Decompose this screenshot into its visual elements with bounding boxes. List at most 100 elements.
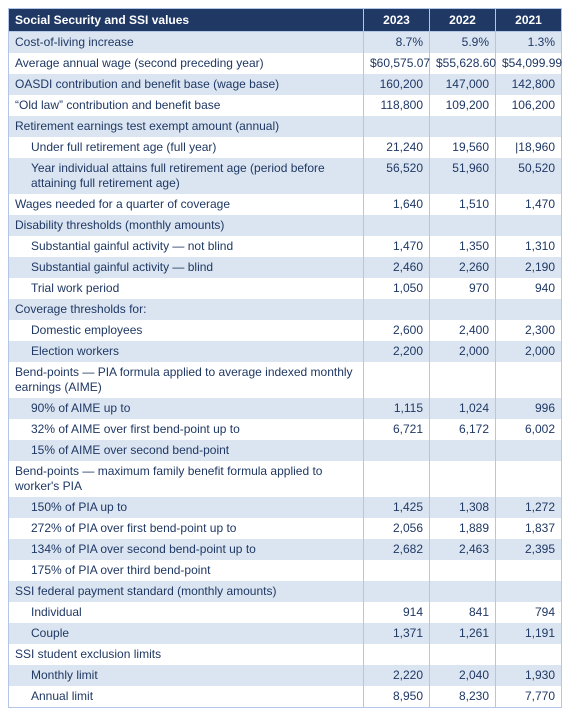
row-value: [364, 644, 430, 665]
row-value: [364, 581, 430, 602]
row-value: 2,260: [430, 257, 496, 278]
table-row: Individual914841794: [9, 602, 562, 623]
table-row: Annual limit8,9508,2307,770: [9, 686, 562, 708]
row-value: 2,190: [496, 257, 562, 278]
row-label: 272% of PIA over first bend-point up to: [9, 518, 364, 539]
row-value: 142,800: [496, 74, 562, 95]
table-row: 90% of AIME up to1,1151,024996: [9, 398, 562, 419]
row-value: 1,191: [496, 623, 562, 644]
row-value: 940: [496, 278, 562, 299]
row-value: 7,770: [496, 686, 562, 708]
row-label: SSI federal payment standard (monthly am…: [9, 581, 364, 602]
table-row: Substantial gainful activity — not blind…: [9, 236, 562, 257]
row-label: Wages needed for a quarter of coverage: [9, 194, 364, 215]
row-label: Average annual wage (second preceding ye…: [9, 53, 364, 74]
row-value: [430, 215, 496, 236]
row-value: 1,640: [364, 194, 430, 215]
row-value: [430, 299, 496, 320]
row-label: Domestic employees: [9, 320, 364, 341]
table-row: Average annual wage (second preceding ye…: [9, 53, 562, 74]
row-label: Retirement earnings test exempt amount (…: [9, 116, 364, 137]
row-label: Cost-of-living increase: [9, 32, 364, 54]
row-label: 150% of PIA up to: [9, 497, 364, 518]
table-row: 134% of PIA over second bend-point up to…: [9, 539, 562, 560]
table-row: Bend-points — PIA formula applied to ave…: [9, 362, 562, 398]
row-value: 21,240: [364, 137, 430, 158]
row-value: [496, 581, 562, 602]
row-value: 970: [430, 278, 496, 299]
row-value: 1,115: [364, 398, 430, 419]
row-value: 1,350: [430, 236, 496, 257]
row-value: 51,960: [430, 158, 496, 194]
year-header-0: 2023: [364, 9, 430, 32]
row-label: 175% of PIA over third bend-point: [9, 560, 364, 581]
year-header-2: 2021: [496, 9, 562, 32]
row-label: Election workers: [9, 341, 364, 362]
row-label: Individual: [9, 602, 364, 623]
row-value: [496, 299, 562, 320]
row-value: 118,800: [364, 95, 430, 116]
table-row: Retirement earnings test exempt amount (…: [9, 116, 562, 137]
table-row: 175% of PIA over third bend-point: [9, 560, 562, 581]
table-row: Substantial gainful activity — blind2,46…: [9, 257, 562, 278]
row-value: 1,470: [364, 236, 430, 257]
row-value: 1,889: [430, 518, 496, 539]
table-row: Year individual attains full retirement …: [9, 158, 562, 194]
row-value: [496, 362, 562, 398]
row-value: [430, 461, 496, 497]
row-label: Disability thresholds (monthly amounts): [9, 215, 364, 236]
row-value: [430, 581, 496, 602]
table-row: Election workers2,2002,0002,000: [9, 341, 562, 362]
row-label: Coverage thresholds for:: [9, 299, 364, 320]
row-label: Under full retirement age (full year): [9, 137, 364, 158]
row-label: 134% of PIA over second bend-point up to: [9, 539, 364, 560]
row-value: 1,371: [364, 623, 430, 644]
row-value: [364, 299, 430, 320]
row-label: 15% of AIME over second bend-point: [9, 440, 364, 461]
row-value: 106,200: [496, 95, 562, 116]
row-value: $60,575.07: [364, 53, 430, 74]
table-header-row: Social Security and SSI values 2023 2022…: [9, 9, 562, 32]
row-value: 2,400: [430, 320, 496, 341]
row-value: 56,520: [364, 158, 430, 194]
row-value: $54,099.99: [496, 53, 562, 74]
row-label: Year individual attains full retirement …: [9, 158, 364, 194]
table-row: Couple1,3711,2611,191: [9, 623, 562, 644]
table-row: Wages needed for a quarter of coverage1,…: [9, 194, 562, 215]
row-label: Bend-points — maximum family benefit for…: [9, 461, 364, 497]
row-value: [364, 215, 430, 236]
row-label: SSI student exclusion limits: [9, 644, 364, 665]
row-value: [496, 560, 562, 581]
row-value: 6,002: [496, 419, 562, 440]
row-label: Trial work period: [9, 278, 364, 299]
row-label: Couple: [9, 623, 364, 644]
row-value: 1,050: [364, 278, 430, 299]
row-value: [364, 560, 430, 581]
row-value: [496, 440, 562, 461]
table-row: Cost-of-living increase8.7%5.9%1.3%: [9, 32, 562, 54]
table-title: Social Security and SSI values: [9, 9, 364, 32]
row-value: 2,056: [364, 518, 430, 539]
row-value: [364, 440, 430, 461]
row-label: 90% of AIME up to: [9, 398, 364, 419]
row-value: [496, 215, 562, 236]
table-row: Bend-points — maximum family benefit for…: [9, 461, 562, 497]
row-value: [364, 461, 430, 497]
row-value: 6,721: [364, 419, 430, 440]
table-row: Coverage thresholds for:: [9, 299, 562, 320]
row-value: 2,000: [430, 341, 496, 362]
row-value: 2,395: [496, 539, 562, 560]
row-value: 8,950: [364, 686, 430, 708]
row-label: Substantial gainful activity — not blind: [9, 236, 364, 257]
table-row: Monthly limit2,2202,0401,930: [9, 665, 562, 686]
table-row: Domestic employees2,6002,4002,300: [9, 320, 562, 341]
row-label: OASDI contribution and benefit base (wag…: [9, 74, 364, 95]
row-value: [496, 461, 562, 497]
row-value: 147,000: [430, 74, 496, 95]
table-row: Under full retirement age (full year)21,…: [9, 137, 562, 158]
row-value: [430, 644, 496, 665]
row-value: [430, 362, 496, 398]
year-header-1: 2022: [430, 9, 496, 32]
row-label: “Old law” contribution and benefit base: [9, 95, 364, 116]
row-value: 1,310: [496, 236, 562, 257]
